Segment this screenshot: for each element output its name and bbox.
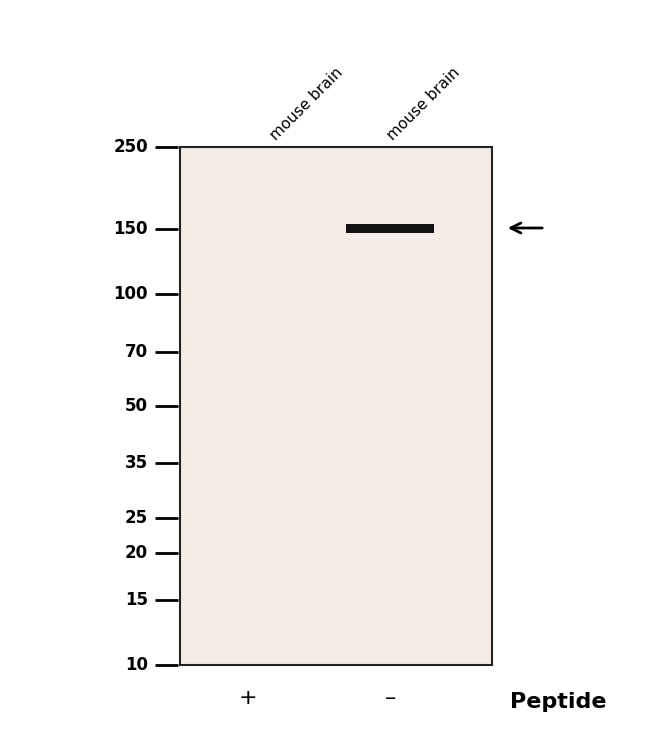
Bar (180, 147, 492, 665)
Text: –: – (384, 688, 396, 708)
Text: 250: 250 (113, 138, 148, 156)
Text: 150: 150 (114, 220, 148, 238)
Text: 70: 70 (125, 343, 148, 361)
Text: 100: 100 (114, 285, 148, 304)
Text: 20: 20 (125, 545, 148, 562)
Text: +: + (239, 688, 257, 708)
Text: 25: 25 (125, 509, 148, 526)
Text: mouse brain: mouse brain (268, 64, 346, 143)
Text: 35: 35 (125, 455, 148, 472)
Text: Peptide: Peptide (510, 692, 606, 712)
Text: 50: 50 (125, 397, 148, 415)
Text: 15: 15 (125, 591, 148, 609)
Text: 10: 10 (125, 656, 148, 674)
Bar (346, 223, 434, 233)
Text: mouse brain: mouse brain (385, 64, 463, 143)
